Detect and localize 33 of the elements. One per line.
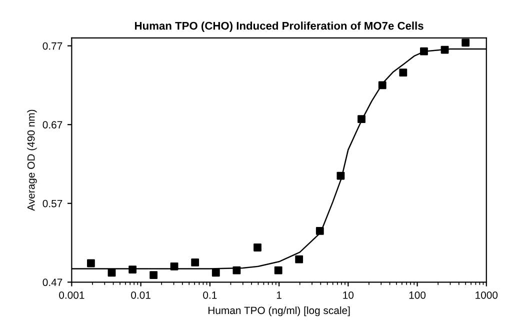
y-axis-title: Average OD (490 nm): [27, 110, 37, 211]
y-tick-label: 0.67: [42, 121, 62, 128]
point: [86, 259, 95, 268]
point: [274, 266, 282, 274]
x-tick-label: 100: [409, 291, 426, 299]
point: [378, 81, 386, 90]
point: [440, 46, 449, 54]
point: [316, 226, 324, 235]
point: [108, 268, 116, 277]
point: [462, 38, 470, 47]
x-axis-title: Human TPO (ng/ml) [log scale]: [208, 306, 350, 316]
point: [420, 47, 428, 56]
x-tick-label: 10: [343, 291, 354, 299]
y-tick-label: 0.57: [42, 200, 62, 208]
point: [295, 255, 304, 264]
x-tick-label: 0.1: [203, 291, 217, 299]
point: [358, 115, 366, 124]
x-tick-label: 0.001: [59, 291, 84, 299]
point: [150, 271, 158, 280]
x-tick-label: 1: [276, 292, 282, 299]
point: [128, 266, 137, 274]
x-tick-label: 1000: [476, 291, 498, 299]
point: [191, 258, 200, 266]
point: [399, 68, 408, 77]
y-tick-label: 0.77: [42, 42, 62, 50]
point: [170, 262, 178, 270]
x-tick-label: 0.01: [131, 291, 150, 299]
point: [212, 268, 220, 277]
chart-title: Human TPO (CHO) Induced Proliferation of MO7e Cells: [135, 22, 424, 32]
point: [336, 172, 345, 180]
point: [232, 266, 241, 274]
point: [254, 244, 262, 252]
y-tick-label: 0.47: [42, 278, 62, 286]
